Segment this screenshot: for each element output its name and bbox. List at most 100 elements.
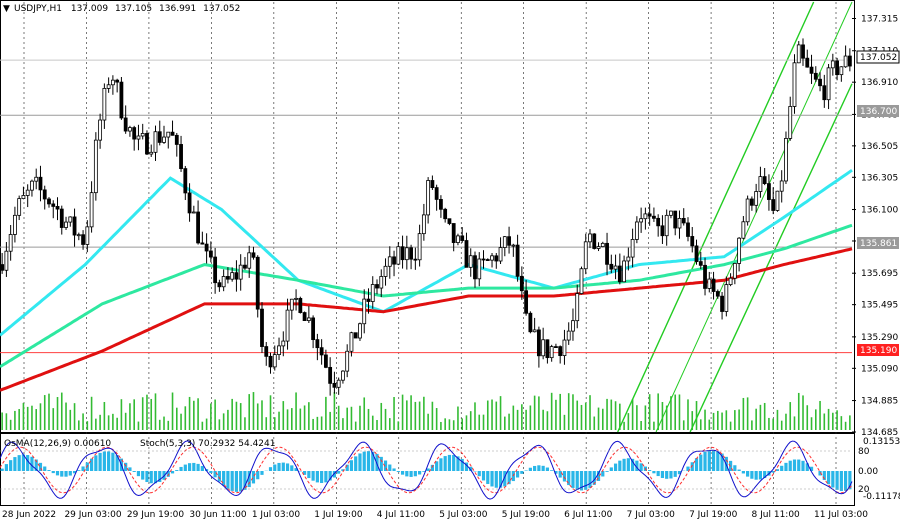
candle-body bbox=[609, 263, 614, 270]
osma-bar bbox=[631, 458, 635, 471]
candle-body bbox=[426, 180, 431, 216]
candle-body bbox=[507, 236, 511, 246]
candle-body bbox=[110, 79, 115, 86]
candle-body bbox=[311, 317, 316, 341]
osma-bar bbox=[784, 462, 788, 471]
candle-body bbox=[38, 176, 43, 191]
candle-body bbox=[247, 252, 252, 269]
osma-bar bbox=[750, 471, 754, 479]
candle-body bbox=[226, 276, 230, 280]
osma-bar bbox=[392, 468, 396, 471]
osma-bar bbox=[102, 451, 106, 471]
osma-bar bbox=[281, 462, 285, 471]
candle-body bbox=[728, 277, 733, 286]
stochastic-lines bbox=[0, 440, 853, 500]
candle-body bbox=[681, 217, 686, 224]
time-label: 6 Jul 11:00 bbox=[564, 510, 613, 520]
osma-bar bbox=[533, 465, 537, 471]
osma-bar bbox=[213, 471, 217, 478]
level-lower-marker: 135.190 bbox=[857, 344, 899, 356]
osma-bar bbox=[409, 471, 413, 477]
osma-bar bbox=[844, 471, 848, 491]
candle-body bbox=[579, 268, 584, 294]
candle-body bbox=[575, 293, 580, 322]
candle-body bbox=[294, 297, 298, 300]
osma-bar bbox=[200, 466, 204, 471]
candle-body bbox=[230, 272, 235, 280]
osma-bar bbox=[324, 471, 328, 483]
osma-bar bbox=[805, 463, 809, 471]
candle-body bbox=[775, 190, 780, 211]
osma-bar bbox=[626, 458, 630, 471]
osma-bar bbox=[209, 471, 213, 474]
candle-body bbox=[830, 60, 835, 69]
candle-body bbox=[490, 255, 494, 261]
collapse-arrow-icon[interactable]: ▼ bbox=[3, 4, 10, 14]
osma-bar bbox=[439, 458, 443, 471]
symbol-label: USDJPY,H1 bbox=[14, 4, 62, 14]
candle-body bbox=[566, 330, 571, 341]
osma-bar bbox=[175, 470, 179, 471]
candle-body bbox=[634, 221, 639, 240]
channel-line bbox=[617, 1, 815, 433]
time-label: 7 Jul 19:00 bbox=[689, 510, 738, 520]
candle-body bbox=[59, 208, 64, 228]
time-label: 28 Jun 2022 bbox=[2, 510, 56, 520]
candle-body bbox=[51, 203, 56, 207]
candle-body bbox=[174, 134, 179, 145]
candle-body bbox=[132, 127, 137, 140]
osma-bar bbox=[222, 471, 226, 486]
osma-bar bbox=[503, 471, 507, 487]
osma-bar bbox=[677, 471, 682, 475]
candle-body bbox=[115, 79, 120, 83]
candle-body bbox=[554, 346, 558, 348]
osma-bar bbox=[9, 460, 13, 471]
candle-body bbox=[421, 214, 426, 235]
candle-body bbox=[55, 206, 60, 210]
osma-bar bbox=[251, 471, 256, 484]
low-value: 136.991 bbox=[159, 4, 196, 14]
osma-bar bbox=[413, 471, 417, 477]
osma-bar bbox=[486, 471, 490, 484]
osma-bar bbox=[716, 451, 720, 471]
osma-bar bbox=[596, 471, 601, 481]
time-label: 29 Jun 03:00 bbox=[64, 510, 121, 520]
osma-bar bbox=[507, 471, 511, 485]
osma-bar bbox=[473, 471, 477, 472]
candle-body bbox=[89, 192, 94, 228]
osma-bar bbox=[149, 471, 153, 484]
candle-body bbox=[430, 180, 435, 189]
candle-body bbox=[754, 191, 759, 206]
candle-body bbox=[737, 237, 742, 264]
price-tick-label: 136.100 bbox=[861, 206, 898, 216]
candle-body bbox=[76, 234, 81, 237]
osma-bar bbox=[430, 464, 434, 471]
osma-bar bbox=[515, 471, 520, 478]
candle-body bbox=[4, 250, 9, 271]
channel-line bbox=[655, 1, 853, 433]
candle-body bbox=[511, 244, 516, 247]
osma-bar bbox=[579, 471, 584, 491]
candle-body bbox=[703, 264, 707, 289]
osma-bar bbox=[541, 465, 545, 471]
candle-body bbox=[183, 168, 188, 194]
osma-bar bbox=[652, 471, 656, 474]
candle-body bbox=[251, 252, 256, 258]
osma-bar bbox=[153, 471, 158, 484]
osma-bar bbox=[294, 468, 298, 471]
candle-body bbox=[515, 244, 520, 277]
indicator-tick-label: 80 bbox=[858, 447, 870, 457]
candle-body bbox=[439, 199, 443, 210]
osma-bar bbox=[537, 465, 541, 471]
osma-bar bbox=[405, 471, 409, 477]
candle-body bbox=[98, 119, 103, 141]
osma-bar bbox=[481, 471, 486, 481]
candle-body bbox=[42, 189, 47, 200]
osma-bar bbox=[665, 471, 669, 479]
candle-body bbox=[255, 256, 260, 310]
volume-bars bbox=[1, 392, 851, 430]
candle-body bbox=[724, 284, 729, 312]
candle-body bbox=[358, 323, 362, 339]
osma-bar bbox=[469, 466, 473, 471]
